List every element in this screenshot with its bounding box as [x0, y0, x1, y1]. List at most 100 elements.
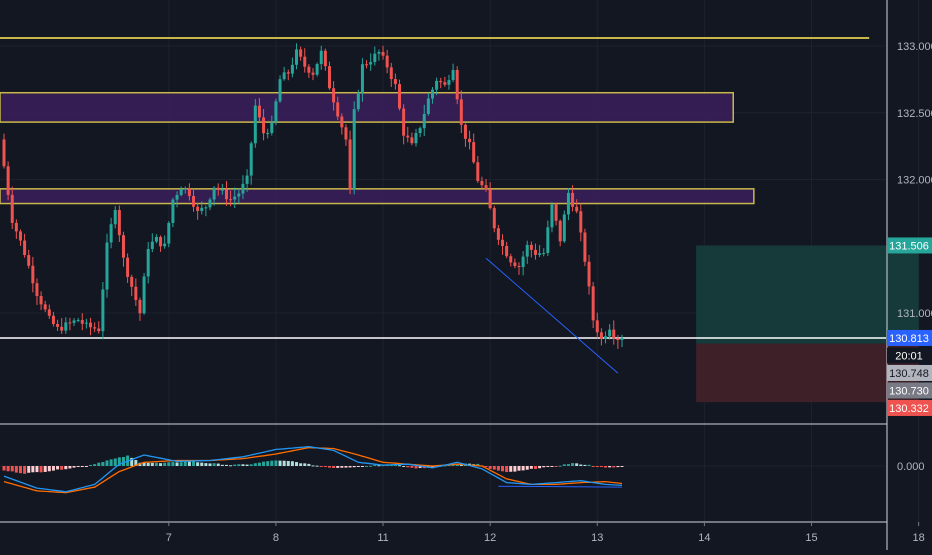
- macd-histogram-bar[interactable]: [595, 466, 599, 467]
- candle-body[interactable]: [496, 228, 500, 240]
- macd-histogram-bar[interactable]: [146, 462, 150, 466]
- macd-histogram-bar[interactable]: [336, 466, 340, 468]
- candle-body[interactable]: [171, 199, 175, 223]
- macd-histogram-bar[interactable]: [109, 459, 113, 466]
- macd-histogram-bar[interactable]: [47, 466, 51, 472]
- macd-histogram-bar[interactable]: [307, 463, 311, 466]
- macd-histogram-bar[interactable]: [571, 463, 575, 466]
- candle-body[interactable]: [220, 189, 224, 191]
- candle-body[interactable]: [159, 236, 163, 247]
- candle-body[interactable]: [348, 139, 352, 190]
- macd-histogram-bar[interactable]: [39, 466, 43, 473]
- candle-body[interactable]: [323, 50, 327, 67]
- macd-histogram-bar[interactable]: [418, 466, 422, 468]
- candle-body[interactable]: [599, 332, 603, 339]
- candle-body[interactable]: [6, 166, 10, 195]
- candle-body[interactable]: [616, 338, 620, 340]
- macd-histogram-bar[interactable]: [529, 466, 533, 469]
- candle-body[interactable]: [286, 72, 290, 74]
- candle-body[interactable]: [237, 193, 241, 197]
- macd-histogram-bar[interactable]: [488, 466, 492, 469]
- price-tag[interactable]: [887, 364, 932, 381]
- candle-body[interactable]: [282, 72, 286, 80]
- macd-histogram-bar[interactable]: [274, 460, 278, 466]
- candle-body[interactable]: [245, 175, 249, 184]
- candle-body[interactable]: [332, 88, 336, 103]
- candle-body[interactable]: [501, 239, 505, 246]
- macd-histogram-bar[interactable]: [299, 463, 303, 466]
- candle-body[interactable]: [233, 196, 237, 200]
- price-tag[interactable]: [887, 347, 932, 364]
- macd-histogram-bar[interactable]: [513, 466, 517, 472]
- macd-histogram-bar[interactable]: [159, 463, 163, 466]
- macd-histogram-bar[interactable]: [521, 466, 525, 471]
- candle-body[interactable]: [418, 128, 422, 134]
- candle-body[interactable]: [517, 266, 521, 268]
- macd-histogram-bar[interactable]: [550, 466, 554, 467]
- macd-histogram-bar[interactable]: [262, 461, 266, 466]
- candle-body[interactable]: [2, 139, 6, 167]
- candle-body[interactable]: [550, 204, 554, 228]
- candle-body[interactable]: [608, 329, 612, 337]
- candle-body[interactable]: [68, 322, 72, 324]
- candle-body[interactable]: [311, 72, 315, 75]
- macd-histogram-bar[interactable]: [212, 463, 216, 466]
- candle-body[interactable]: [538, 253, 542, 255]
- candle-body[interactable]: [146, 249, 150, 277]
- macd-histogram-bar[interactable]: [352, 466, 356, 468]
- macd-histogram-bar[interactable]: [64, 466, 68, 470]
- macd-histogram-bar[interactable]: [402, 465, 406, 467]
- candle-body[interactable]: [109, 224, 113, 243]
- candle-body[interactable]: [562, 214, 566, 242]
- candle-body[interactable]: [262, 117, 266, 134]
- macd-histogram-bar[interactable]: [332, 466, 336, 468]
- candle-body[interactable]: [10, 194, 14, 223]
- macd-histogram-bar[interactable]: [51, 466, 55, 471]
- candle-body[interactable]: [150, 241, 154, 250]
- candle-body[interactable]: [89, 322, 93, 328]
- candle-body[interactable]: [402, 108, 406, 136]
- candle-body[interactable]: [558, 220, 562, 242]
- candle-body[interactable]: [620, 337, 624, 340]
- macd-histogram-bar[interactable]: [414, 466, 418, 469]
- candle-body[interactable]: [435, 80, 439, 90]
- zone-rectangle[interactable]: [0, 91, 734, 123]
- candle-body[interactable]: [179, 189, 183, 196]
- macd-histogram-bar[interactable]: [575, 463, 579, 466]
- candle-body[interactable]: [39, 296, 43, 305]
- macd-histogram-bar[interactable]: [604, 466, 608, 468]
- candle-body[interactable]: [369, 62, 373, 65]
- macd-histogram-bar[interactable]: [365, 465, 369, 467]
- macd-histogram-bar[interactable]: [295, 462, 299, 466]
- candle-body[interactable]: [270, 122, 274, 134]
- candle-body[interactable]: [595, 320, 599, 333]
- macd-histogram-bar[interactable]: [183, 461, 187, 466]
- candle-body[interactable]: [443, 82, 447, 85]
- macd-histogram-bar[interactable]: [60, 466, 64, 470]
- candle-body[interactable]: [253, 105, 257, 144]
- macd-histogram-bar[interactable]: [319, 466, 323, 467]
- position-stop-zone[interactable]: [696, 343, 919, 403]
- candle-body[interactable]: [257, 105, 261, 118]
- macd-histogram-bar[interactable]: [56, 466, 60, 470]
- candle-body[interactable]: [426, 98, 430, 114]
- candle-body[interactable]: [84, 322, 88, 324]
- macd-histogram-bar[interactable]: [587, 464, 591, 466]
- macd-histogram-bar[interactable]: [356, 466, 360, 467]
- candle-body[interactable]: [422, 113, 426, 129]
- candle-body[interactable]: [167, 222, 171, 244]
- candle-body[interactable]: [163, 243, 167, 247]
- price-pane[interactable]: [0, 0, 920, 522]
- candle-body[interactable]: [344, 127, 348, 140]
- candle-body[interactable]: [216, 187, 220, 190]
- macd-histogram-bar[interactable]: [204, 463, 208, 466]
- macd-histogram-bar[interactable]: [187, 461, 191, 466]
- macd-histogram-bar[interactable]: [216, 463, 220, 466]
- candle-body[interactable]: [327, 66, 331, 89]
- macd-histogram-bar[interactable]: [290, 461, 294, 466]
- candle-body[interactable]: [27, 255, 31, 266]
- macd-histogram-bar[interactable]: [266, 461, 270, 466]
- macd-histogram-bar[interactable]: [257, 462, 261, 466]
- macd-histogram-bar[interactable]: [154, 462, 158, 466]
